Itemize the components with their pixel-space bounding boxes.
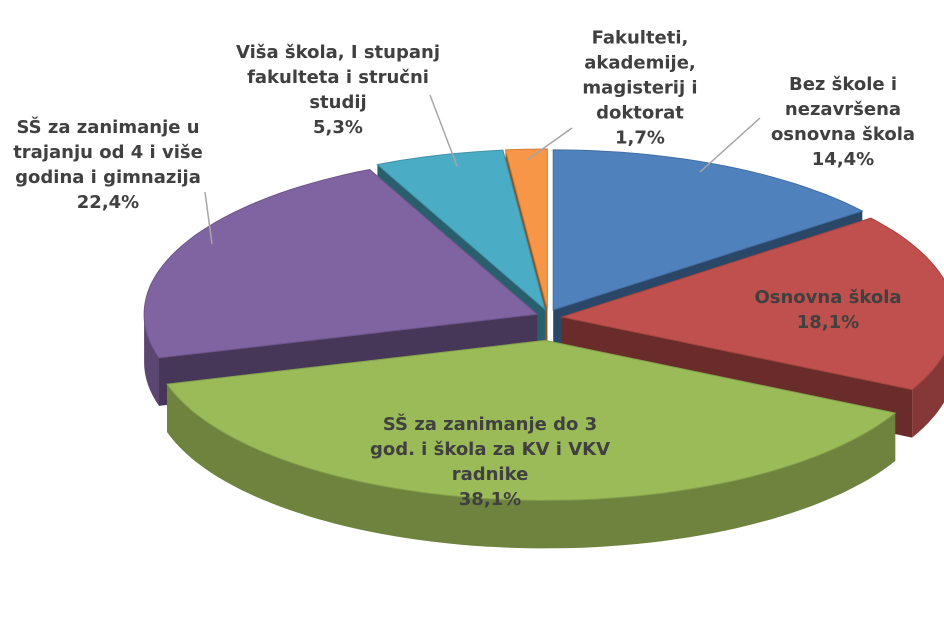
data-label: Viša škola, I stupanj fakulteta i stručn… bbox=[223, 40, 453, 140]
label-category: Bez škole i nezavršena osnovna škola bbox=[770, 74, 916, 145]
label-value: 14,4% bbox=[811, 149, 875, 170]
label-value: 22,4% bbox=[76, 192, 140, 213]
slice bbox=[504, 148, 548, 310]
label-category: Osnovna škola bbox=[754, 287, 902, 308]
slice-wall bbox=[167, 384, 896, 549]
label-category: SŠ za zanimanje do 3 god. i škola za KV … bbox=[369, 414, 611, 485]
slice bbox=[143, 168, 539, 359]
leader-line bbox=[699, 117, 761, 173]
label-value: 18,1% bbox=[796, 312, 860, 333]
slice bbox=[166, 339, 897, 501]
data-label: Bez škole i nezavršena osnovna škola 14,4… bbox=[763, 72, 923, 172]
data-label: SŠ za zanimanje u trajanju od 4 i više g… bbox=[1, 115, 216, 215]
label-category: Viša škola, I stupanj fakulteta i stručn… bbox=[235, 42, 440, 113]
slice bbox=[376, 149, 546, 311]
data-label: Fakulteti, akademije, magisterij i dokto… bbox=[570, 26, 710, 151]
label-category: Fakulteti, akademije, magisterij i dokto… bbox=[582, 27, 698, 124]
leader-line bbox=[204, 191, 213, 245]
leader-line bbox=[526, 127, 573, 161]
label-value: 1,7% bbox=[615, 127, 665, 149]
slice bbox=[559, 217, 944, 391]
slice bbox=[552, 149, 864, 311]
slice-wall bbox=[912, 354, 944, 438]
label-value: 5,3% bbox=[313, 117, 363, 138]
label-category: SŠ za zanimanje u trajanju od 4 i više g… bbox=[13, 117, 203, 188]
label-value: 38,1% bbox=[458, 489, 522, 510]
data-label: SŠ za zanimanje do 3 god. i škola za KV … bbox=[365, 412, 615, 512]
leader-line bbox=[429, 94, 458, 167]
data-label: Osnovna škola 18,1% bbox=[743, 285, 913, 335]
